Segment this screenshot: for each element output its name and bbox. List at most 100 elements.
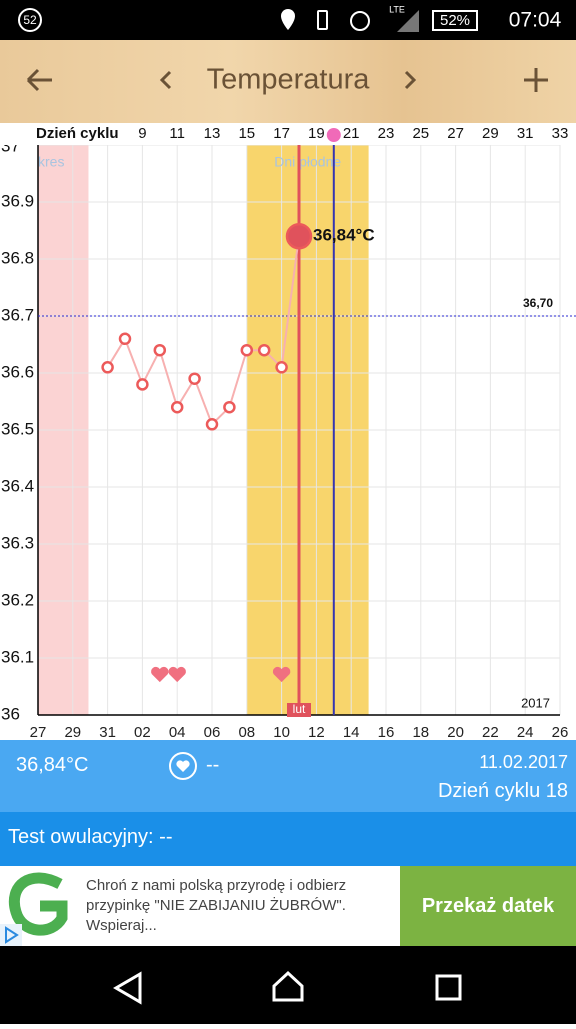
date-tick-label: 24: [517, 724, 534, 740]
app-bar-icons: Temperatura: [26, 64, 548, 96]
status-icons: 52 LTE 52% 07:04: [18, 4, 562, 32]
band-label: kres: [38, 154, 64, 170]
date-tick-label: 02: [134, 724, 151, 740]
y-tick-label: 36.4: [1, 476, 34, 495]
heart-icon: [169, 752, 197, 780]
summary-date: 11.02.2017: [479, 752, 568, 772]
date-tick-label: 26: [552, 724, 569, 740]
nav-recents[interactable]: [435, 974, 462, 1001]
add-button[interactable]: [524, 68, 548, 92]
ad-banner[interactable]: Chroń z nami polską przyrodę i odbierz p…: [0, 866, 576, 946]
date-tick-label: 27: [30, 724, 47, 740]
date-tick-label: 12: [308, 724, 325, 740]
alarm-icon: [350, 11, 370, 31]
date-tick-label: 16: [378, 724, 395, 740]
day-marker-tag: [287, 703, 311, 717]
battery-icon: [432, 10, 478, 31]
vibrate-icon: [317, 10, 328, 30]
x-tick-label: 19: [308, 125, 325, 142]
x-tick-label: 21: [343, 125, 360, 142]
x-tick-label: 9: [138, 125, 146, 142]
temperature-point: [101, 361, 114, 374]
x-tick-label: 33: [552, 125, 569, 142]
y-tick-label: 36.3: [1, 533, 34, 552]
battery-level: 52%: [440, 12, 470, 29]
date-tick-label: 04: [169, 724, 186, 740]
screen-title: Temperatura: [207, 64, 371, 96]
temperature-point: [170, 400, 184, 414]
x-tick-label: 29: [482, 125, 499, 142]
summary-cycle-day: Dzień cyklu 18: [437, 780, 568, 802]
temperature-point: [136, 378, 149, 391]
header-strip: [0, 123, 576, 145]
date-tick-label: 22: [482, 724, 499, 740]
ovulation-test: Test owulacyjny: --: [0, 812, 576, 866]
summary-temperature: 36,84°C: [16, 754, 89, 776]
back-button[interactable]: [26, 68, 52, 92]
x-tick-label: 17: [273, 125, 290, 142]
ad-logo: [0, 872, 68, 946]
y-tick-label: 36: [1, 704, 20, 723]
nav-home[interactable]: [272, 970, 304, 1002]
previous-button[interactable]: [159, 70, 172, 90]
y-tick-label: 36.6: [1, 362, 34, 381]
x-tick-label: 13: [204, 125, 221, 142]
clock: 07:04: [509, 9, 562, 32]
temperature-point: [223, 400, 236, 414]
y-tick-label: 36.5: [1, 419, 34, 438]
y-tick-label: 36.1: [1, 647, 34, 666]
heart: [272, 666, 291, 683]
network-type: LTE: [389, 4, 405, 14]
date-tick-label: 10: [273, 724, 290, 740]
notification-badge: [18, 8, 42, 32]
date-tick-label: 20: [447, 724, 464, 740]
summary-heart: --: [206, 754, 220, 776]
x-tick-label: 25: [412, 125, 429, 142]
date-tick-label: 14: [343, 724, 360, 740]
notification-count: 52: [23, 13, 37, 27]
value-label: 36,84°C: [313, 226, 375, 245]
temperature-point: [285, 222, 313, 250]
temperature-point: [275, 361, 288, 374]
y-tick-label: 36.9: [1, 191, 34, 210]
heart: [168, 666, 186, 683]
signal-icon: [397, 10, 419, 32]
temperature-point: [205, 418, 219, 431]
x-tick-label: 31: [517, 125, 534, 142]
app-bar: Temperatura: [0, 40, 576, 123]
date-tick-label: 08: [238, 724, 255, 740]
x-tick-label: 27: [447, 125, 464, 142]
temperature-point: [153, 343, 167, 357]
date-tick-label: 31: [99, 724, 116, 740]
x-tick-label: 11: [169, 125, 185, 142]
temperature-chart: 3636.136.236.336.436.536.636.736.836.937…: [0, 123, 576, 740]
day-marker-label: lut: [293, 702, 306, 716]
date-tick-label: 18: [412, 724, 429, 740]
nav-back[interactable]: [113, 971, 142, 1005]
ovulation-test-text: Test owulacyjny: --: [8, 826, 173, 848]
y-tick-label: 36.7: [1, 305, 34, 324]
navigation-bar: [0, 946, 576, 1024]
nav-icons: [113, 970, 462, 1005]
year-label: 2017: [521, 695, 550, 710]
threshold-label: 36,70: [523, 296, 553, 310]
band-label: Dni płodne: [274, 154, 341, 170]
ad-text: Chroń z nami polską przyrodę i odbierz p…: [86, 877, 347, 934]
temperature-point: [257, 343, 271, 357]
y-tick-label: 36.8: [1, 248, 34, 267]
date-tick-label: 29: [64, 724, 81, 740]
day-marker-dot: [326, 128, 341, 142]
ad-button[interactable]: Przekaż datek: [400, 866, 576, 946]
next-button[interactable]: [404, 70, 417, 90]
x-tick-label: 23: [378, 125, 395, 142]
x-axis-title: Dzień cyklu: [36, 125, 119, 142]
temperature-point: [118, 332, 132, 346]
temperature-point: [188, 372, 201, 385]
x-tick-label: 15: [238, 125, 255, 142]
date-tick-label: 06: [204, 724, 221, 740]
y-tick-label: 36.2: [1, 590, 34, 609]
location-icon: [281, 9, 295, 30]
heart: [151, 666, 169, 683]
status-bar: 52 LTE 52% 07:04: [0, 0, 576, 40]
